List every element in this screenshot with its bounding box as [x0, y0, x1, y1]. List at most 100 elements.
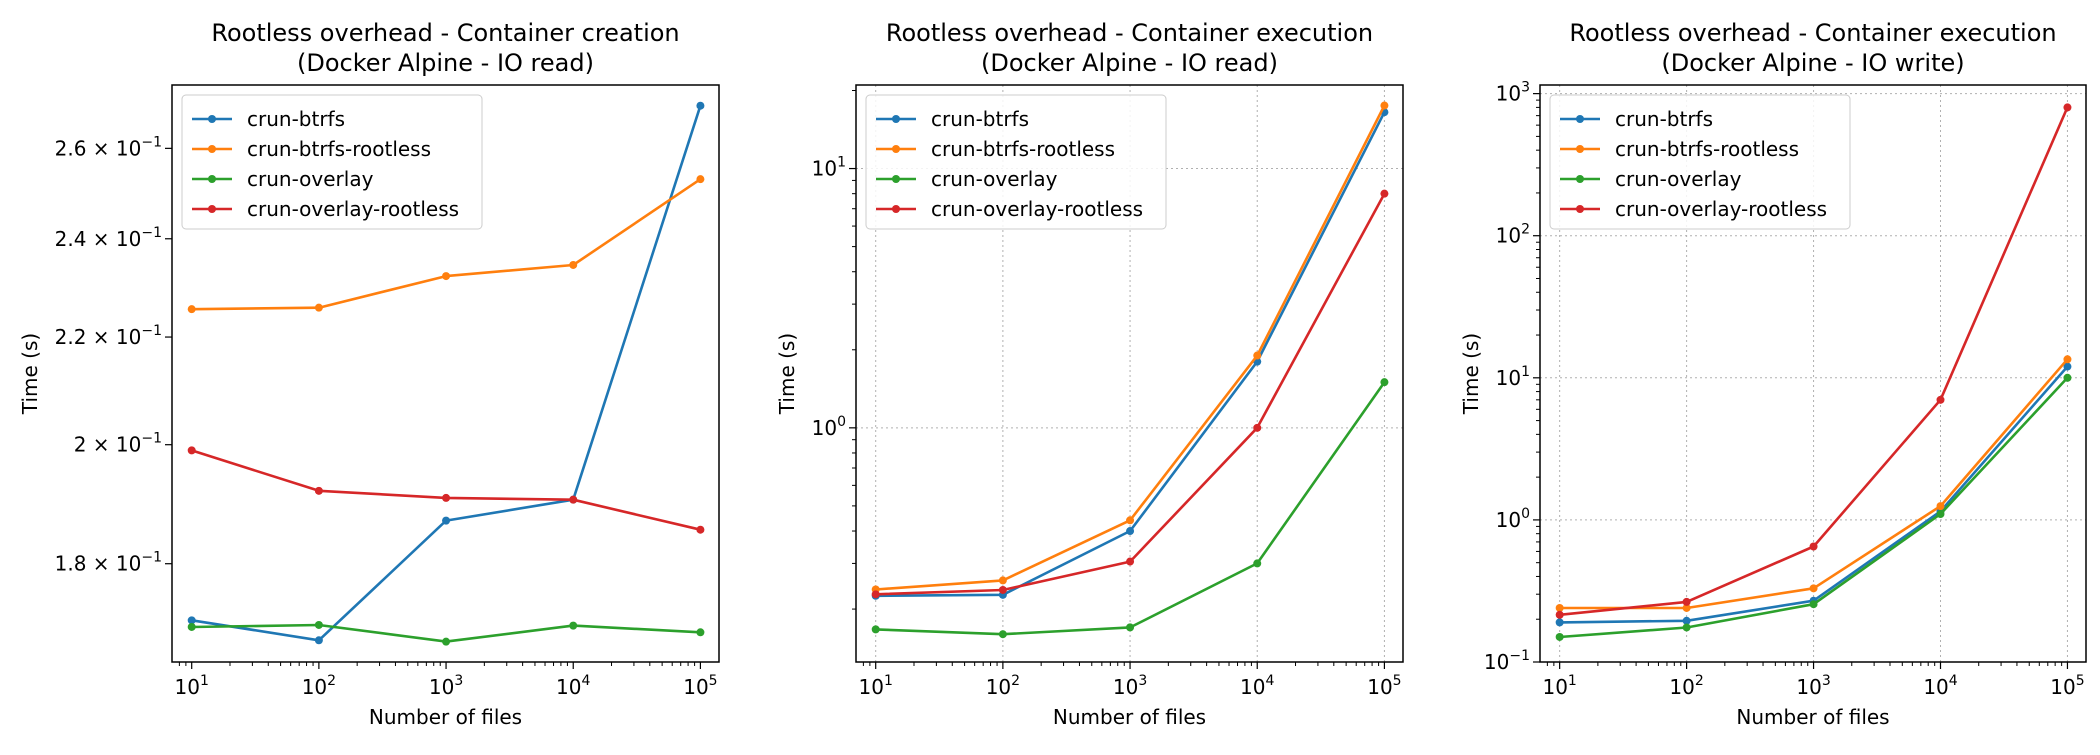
data-point-crun-btrfs-rootless — [1936, 502, 1945, 511]
data-point-crun-btrfs-rootless — [1126, 516, 1135, 525]
y-tick-label: 2.6 × 10−1 — [55, 134, 162, 160]
data-point-crun-btrfs — [314, 636, 323, 645]
data-point-crun-overlay — [1555, 632, 1564, 641]
data-point-crun-overlay — [2063, 373, 2072, 382]
x-tick-label: 104 — [1240, 673, 1274, 699]
chart-title: Rootless overhead - Container execution — [1569, 19, 2056, 47]
legend-marker — [892, 145, 900, 153]
y-axis-label: Time (s) — [775, 333, 799, 415]
legend-marker — [208, 205, 216, 213]
x-tick-label: 105 — [1367, 673, 1401, 699]
x-tick-label: 101 — [1542, 673, 1576, 699]
plot-frame — [1539, 84, 2087, 663]
data-point-crun-overlay — [1253, 559, 1262, 568]
y-tick-label: 2.2 × 10−1 — [55, 323, 162, 349]
legend-label: crun-overlay-rootless — [1615, 197, 1827, 221]
data-point-crun-btrfs-rootless — [187, 305, 196, 314]
data-point-crun-overlay-rootless — [1809, 542, 1818, 551]
legend-label: crun-overlay — [931, 167, 1058, 191]
data-point-crun-overlay — [314, 620, 323, 629]
x-tick-label: 104 — [1923, 673, 1957, 699]
data-point-crun-btrfs — [1555, 618, 1564, 627]
chart-subtitle: (Docker Alpine - IO read) — [981, 49, 1278, 77]
chart-panel-3: Rootless overhead - Container execution(… — [1459, 19, 2087, 729]
legend-label: crun-btrfs — [1615, 107, 1713, 131]
data-point-crun-overlay — [696, 628, 705, 637]
legend-marker — [1576, 145, 1584, 153]
chart-title: Rootless overhead - Container execution — [886, 19, 1373, 47]
data-point-crun-overlay — [442, 637, 451, 646]
y-tick-label: 1.8 × 10−1 — [55, 550, 162, 576]
y-tick-label: 10−1 — [1484, 648, 1530, 674]
legend-box — [865, 94, 1167, 230]
legend-marker — [208, 115, 216, 123]
data-point-crun-overlay — [1809, 600, 1818, 609]
data-point-crun-btrfs — [1126, 527, 1135, 536]
y-tick-label: 102 — [1496, 222, 1530, 248]
data-point-crun-overlay — [1126, 623, 1135, 632]
legend-marker — [208, 145, 216, 153]
x-tick-label: 104 — [556, 673, 590, 699]
y-tick-label: 100 — [1496, 506, 1530, 532]
data-point-crun-btrfs-rootless — [1253, 351, 1262, 360]
data-point-crun-overlay-rootless — [998, 585, 1007, 594]
y-tick-label: 2.4 × 10−1 — [55, 225, 162, 251]
legend-label: crun-btrfs-rootless — [247, 137, 431, 161]
x-tick-label: 102 — [302, 673, 336, 699]
data-point-crun-btrfs-rootless — [442, 272, 451, 281]
legend-label: crun-btrfs-rootless — [1615, 137, 1799, 161]
data-point-crun-btrfs — [187, 616, 196, 625]
data-point-crun-btrfs-rootless — [569, 260, 578, 269]
y-tick-label: 2 × 10−1 — [74, 431, 162, 457]
data-point-crun-btrfs — [442, 516, 451, 525]
legend-box — [1549, 94, 1851, 230]
data-point-crun-btrfs — [696, 101, 705, 110]
x-tick-label: 102 — [986, 673, 1020, 699]
legend-label: crun-btrfs-rootless — [931, 137, 1115, 161]
legend-box — [181, 94, 483, 230]
data-point-crun-overlay-rootless — [1682, 597, 1691, 606]
legend-label: crun-overlay — [1615, 167, 1742, 191]
legend-label: crun-btrfs — [247, 107, 345, 131]
plot-frame — [171, 84, 720, 663]
plot-frame — [855, 84, 1404, 663]
x-tick-label: 101 — [859, 673, 893, 699]
legend-marker — [892, 205, 900, 213]
data-point-crun-overlay — [569, 621, 578, 630]
data-point-crun-overlay-rootless — [2063, 103, 2072, 112]
x-tick-label: 102 — [1669, 673, 1703, 699]
legend-marker — [1576, 115, 1584, 123]
data-point-crun-btrfs-rootless — [1555, 603, 1564, 612]
x-axis-label: Number of files — [369, 705, 522, 729]
data-point-crun-overlay-rootless — [314, 486, 323, 495]
x-tick-label: 103 — [1796, 673, 1830, 699]
chart-subtitle: (Docker Alpine - IO read) — [297, 49, 594, 77]
x-axis-label: Number of files — [1053, 705, 1206, 729]
y-tick-label: 100 — [812, 414, 846, 440]
legend-label: crun-overlay — [247, 167, 374, 191]
legend: crun-btrfs crun-btrfs-rootless crun-overla… — [865, 94, 1167, 230]
data-point-crun-overlay-rootless — [1126, 557, 1135, 566]
data-point-crun-btrfs-rootless — [314, 303, 323, 312]
legend-label: crun-overlay-rootless — [247, 197, 459, 221]
data-point-crun-overlay — [187, 622, 196, 631]
data-point-crun-overlay-rootless — [569, 495, 578, 504]
legend-label: crun-btrfs — [931, 107, 1029, 131]
data-point-crun-overlay-rootless — [187, 446, 196, 455]
data-point-crun-btrfs-rootless — [696, 175, 705, 184]
chart-subtitle: (Docker Alpine - IO write) — [1661, 49, 1964, 77]
chart-title: Rootless overhead - Container creation — [211, 19, 679, 47]
data-point-crun-btrfs-rootless — [1809, 584, 1818, 593]
data-point-crun-overlay-rootless — [1253, 423, 1262, 432]
x-tick-label: 103 — [1113, 673, 1147, 699]
data-point-crun-overlay-rootless — [1555, 610, 1564, 619]
y-axis-label: Time (s) — [18, 333, 42, 415]
y-tick-label: 101 — [812, 155, 846, 181]
data-point-crun-overlay — [1682, 623, 1691, 632]
y-axis-label: Time (s) — [1459, 333, 1483, 415]
data-point-crun-btrfs-rootless — [1380, 101, 1389, 110]
data-point-crun-overlay — [1380, 378, 1389, 387]
legend-marker — [208, 175, 216, 183]
data-point-crun-btrfs — [2063, 362, 2072, 371]
legend-marker — [892, 115, 900, 123]
